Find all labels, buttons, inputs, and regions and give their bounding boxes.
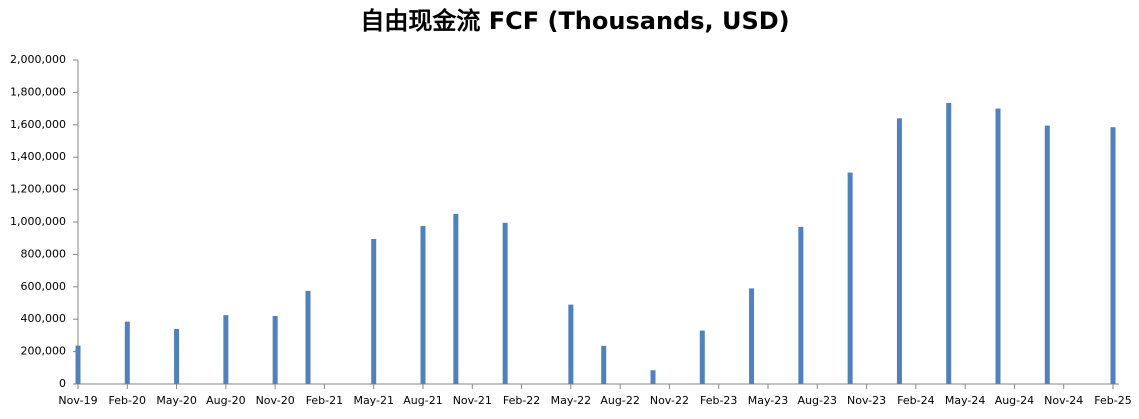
y-tick-label: 1,000,000 — [10, 215, 66, 228]
y-tick-label: 1,400,000 — [10, 150, 66, 163]
bar — [75, 345, 81, 384]
y-tick-label: 0 — [59, 377, 66, 390]
bar — [1110, 127, 1116, 384]
x-tick-label: Aug-24 — [995, 394, 1034, 407]
x-tick-label: Feb-24 — [897, 394, 934, 407]
x-tick-label: Aug-22 — [600, 394, 639, 407]
bar — [305, 290, 311, 384]
y-tick-label: 1,600,000 — [10, 118, 66, 131]
x-tick-label: Aug-23 — [798, 394, 837, 407]
x-tick-label: May-22 — [551, 394, 592, 407]
bar — [896, 118, 902, 384]
bar — [1044, 125, 1050, 385]
bar — [601, 345, 607, 384]
bar — [174, 328, 180, 384]
bar — [699, 330, 705, 384]
bar — [124, 321, 130, 384]
bar — [453, 213, 459, 384]
x-tick-label: Nov-24 — [1044, 394, 1083, 407]
y-tick-label: 600,000 — [21, 280, 67, 293]
bar — [272, 315, 278, 384]
chart-title: 自由现金流 FCF (Thousands, USD) — [360, 7, 789, 35]
x-tick-label: May-21 — [353, 394, 394, 407]
bar — [650, 370, 656, 384]
x-tick-label: Feb-25 — [1094, 394, 1131, 407]
x-tick-label: May-24 — [945, 394, 986, 407]
bar — [568, 304, 574, 384]
x-tick-label: May-20 — [156, 394, 197, 407]
bar — [995, 108, 1001, 384]
y-tick-label: 400,000 — [21, 312, 67, 325]
x-tick-label: Aug-21 — [403, 394, 442, 407]
bar — [502, 222, 508, 384]
bar — [420, 226, 426, 384]
x-tick-label: May-23 — [748, 394, 789, 407]
bar — [223, 315, 229, 384]
bar — [371, 239, 377, 384]
bar — [749, 288, 755, 384]
x-tick-label: Aug-20 — [206, 394, 245, 407]
y-tick-label: 2,000,000 — [10, 53, 66, 66]
x-tick-label: Feb-23 — [700, 394, 737, 407]
bar — [946, 102, 952, 385]
x-tick-label: Nov-23 — [847, 394, 886, 407]
bar — [847, 172, 853, 384]
bar — [798, 226, 804, 384]
y-tick-label: 200,000 — [21, 345, 67, 358]
x-tick-label: Nov-20 — [256, 394, 295, 407]
x-tick-label: Feb-21 — [306, 394, 343, 407]
x-tick-label: Nov-21 — [453, 394, 492, 407]
x-tick-label: Nov-22 — [650, 394, 689, 407]
x-tick-label: Feb-22 — [503, 394, 540, 407]
x-tick-label: Feb-20 — [109, 394, 146, 407]
x-tick-label: Nov-19 — [58, 394, 97, 407]
y-tick-label: 1,200,000 — [10, 183, 66, 196]
y-tick-label: 800,000 — [21, 247, 67, 260]
y-tick-label: 1,800,000 — [10, 85, 66, 98]
